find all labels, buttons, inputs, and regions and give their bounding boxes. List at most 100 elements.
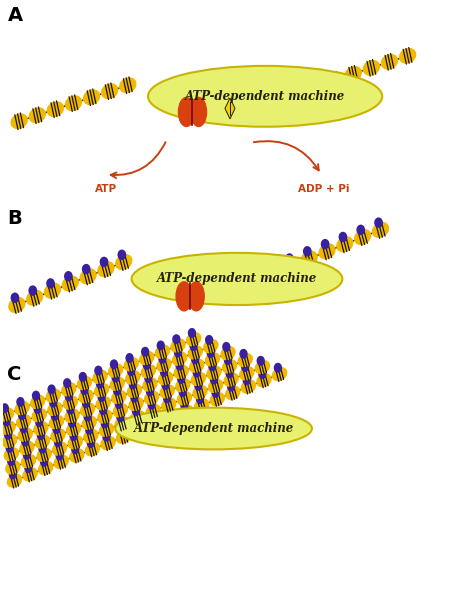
Ellipse shape [18,428,32,441]
Ellipse shape [243,376,250,385]
Ellipse shape [34,422,48,435]
Ellipse shape [95,383,109,396]
Ellipse shape [48,402,62,415]
Ellipse shape [146,387,154,396]
Ellipse shape [8,457,15,465]
Ellipse shape [164,394,171,403]
Ellipse shape [357,226,365,234]
Ellipse shape [65,96,82,111]
Ellipse shape [17,415,31,428]
Ellipse shape [118,250,126,259]
Ellipse shape [113,404,128,417]
Ellipse shape [85,443,100,456]
Ellipse shape [115,417,129,430]
Ellipse shape [97,379,103,388]
Text: A: A [8,6,23,25]
Ellipse shape [11,293,18,302]
Ellipse shape [373,223,389,237]
Ellipse shape [221,347,235,360]
Ellipse shape [143,378,157,391]
Ellipse shape [355,230,371,244]
Ellipse shape [205,353,219,366]
Ellipse shape [84,430,98,442]
Ellipse shape [22,438,28,446]
Ellipse shape [48,385,55,393]
Ellipse shape [148,66,382,127]
Ellipse shape [38,462,53,475]
Ellipse shape [150,413,156,422]
Ellipse shape [268,261,275,270]
Ellipse shape [181,401,188,409]
Ellipse shape [8,474,21,487]
Ellipse shape [101,84,118,98]
Ellipse shape [11,114,27,128]
Ellipse shape [187,333,201,346]
Ellipse shape [283,259,300,273]
Ellipse shape [81,386,88,394]
Ellipse shape [189,329,195,337]
Ellipse shape [6,461,20,474]
Ellipse shape [242,363,248,371]
Ellipse shape [37,431,44,439]
Ellipse shape [4,448,18,461]
Ellipse shape [45,283,61,298]
Ellipse shape [117,431,131,444]
Ellipse shape [9,470,16,479]
Ellipse shape [128,367,135,376]
Ellipse shape [400,49,416,63]
Ellipse shape [36,418,43,426]
Ellipse shape [146,405,160,418]
Ellipse shape [36,435,50,448]
Ellipse shape [95,366,102,375]
Ellipse shape [101,436,115,449]
Ellipse shape [321,240,329,249]
Ellipse shape [190,359,204,372]
Ellipse shape [226,369,233,378]
Ellipse shape [257,356,264,365]
Ellipse shape [193,368,200,377]
Ellipse shape [204,340,218,353]
Ellipse shape [140,352,154,365]
Text: ATP-dependent machine: ATP-dependent machine [134,422,294,435]
Ellipse shape [155,345,170,358]
Ellipse shape [70,449,84,462]
Ellipse shape [274,363,282,372]
Ellipse shape [118,426,126,435]
Ellipse shape [27,290,43,305]
Ellipse shape [46,389,60,402]
Ellipse shape [25,464,32,472]
Ellipse shape [82,416,96,429]
Ellipse shape [273,368,287,380]
Ellipse shape [6,444,13,452]
Ellipse shape [195,382,202,390]
Ellipse shape [304,247,311,256]
Ellipse shape [39,444,46,453]
Ellipse shape [96,397,110,410]
Ellipse shape [228,382,235,391]
Ellipse shape [157,341,164,350]
Ellipse shape [159,355,166,363]
Ellipse shape [100,423,113,436]
Ellipse shape [101,419,108,428]
Ellipse shape [72,445,79,454]
Ellipse shape [100,406,107,415]
Ellipse shape [210,393,224,406]
Ellipse shape [79,373,86,381]
Ellipse shape [223,343,230,351]
Ellipse shape [32,409,46,422]
Ellipse shape [191,373,205,385]
Ellipse shape [98,393,105,401]
Ellipse shape [126,354,133,362]
Ellipse shape [209,379,223,392]
Ellipse shape [129,380,136,389]
Ellipse shape [84,412,91,421]
Ellipse shape [174,366,188,379]
Ellipse shape [257,374,271,387]
Ellipse shape [248,273,264,287]
Ellipse shape [177,392,191,405]
Ellipse shape [21,455,36,468]
Ellipse shape [51,429,65,442]
Ellipse shape [148,401,155,409]
Ellipse shape [173,335,180,343]
Ellipse shape [337,237,353,252]
